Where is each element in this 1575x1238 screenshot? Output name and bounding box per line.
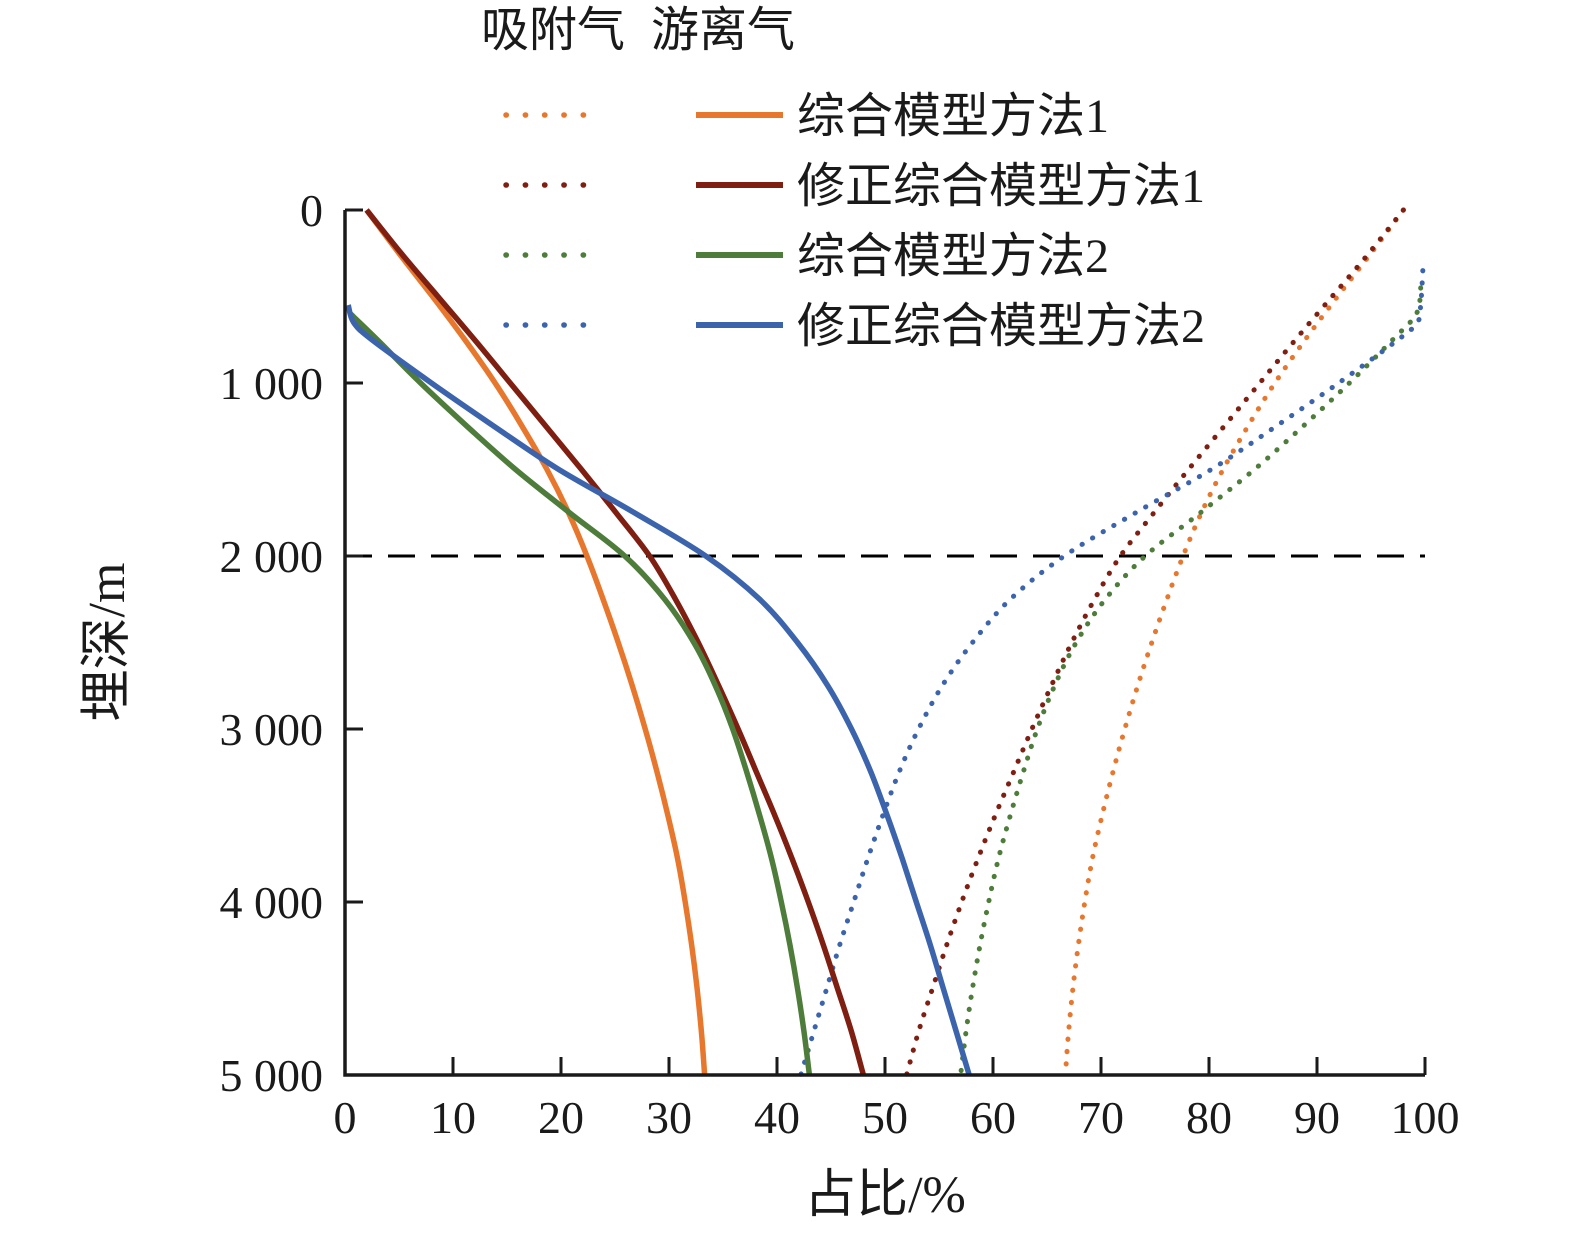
y-tick-label: 1 000 [220,358,324,409]
x-tick-label: 50 [862,1092,908,1143]
legend-header-adsorbed-gas: 吸附气 [481,4,625,57]
legend-row: 修正综合模型方法1 [503,160,1205,213]
curve-free-model1-corrected [364,208,867,1076]
x-tick-label: 30 [646,1092,692,1143]
legend-label: 修正综合模型方法1 [797,160,1205,213]
legend: 吸附气 游离气 综合模型方法1 修正综合模型方法1 综合模型方法2 修正综合模型方法2 [481,4,1205,353]
y-tick-label: 0 [300,185,323,236]
curve-adsorbed-model2 [958,285,1424,1078]
legend-label: 综合模型方法2 [797,230,1109,283]
x-tick-label: 0 [334,1092,357,1143]
x-tick-label: 20 [538,1092,584,1143]
curve-adsorbed-model1-corrected [904,207,1406,1078]
curve-free-model1 [364,208,708,1076]
y-axis-title: 埋深/m [79,563,136,722]
x-tick-label: 70 [1078,1092,1124,1143]
curve-free-model2 [348,311,813,1076]
legend-row: 修正综合模型方法2 [503,300,1205,353]
y-tick-label: 3 000 [220,704,324,755]
y-tick-label: 2 000 [220,531,324,582]
x-tick-label: 100 [1391,1092,1460,1143]
x-tick-label: 40 [754,1092,800,1143]
legend-rows: 综合模型方法1 修正综合模型方法1 综合模型方法2 修正综合模型方法2 [503,90,1205,353]
legend-header-free-gas: 游离气 [651,4,795,57]
legend-row: 综合模型方法2 [503,230,1109,283]
x-tick-label: 10 [430,1092,476,1143]
y-tick-label: 4 000 [220,877,324,928]
curves-group [345,207,1426,1078]
legend-row: 综合模型方法1 [503,90,1109,143]
x-tick-label: 90 [1294,1092,1340,1143]
curve-adsorbed-model1 [1062,207,1406,1078]
curve-adsorbed-model2-corrected [798,268,1426,1078]
x-axis-title: 占比/% [804,1167,966,1224]
x-tick-label: 80 [1186,1092,1232,1143]
y-tick-label: 5 000 [220,1050,324,1101]
curve-free-model2-corrected [345,304,972,1076]
legend-label: 修正综合模型方法2 [797,300,1205,353]
x-tick-label: 60 [970,1092,1016,1143]
tick-marks-group [343,208,1427,1077]
legend-label: 综合模型方法1 [797,90,1109,143]
